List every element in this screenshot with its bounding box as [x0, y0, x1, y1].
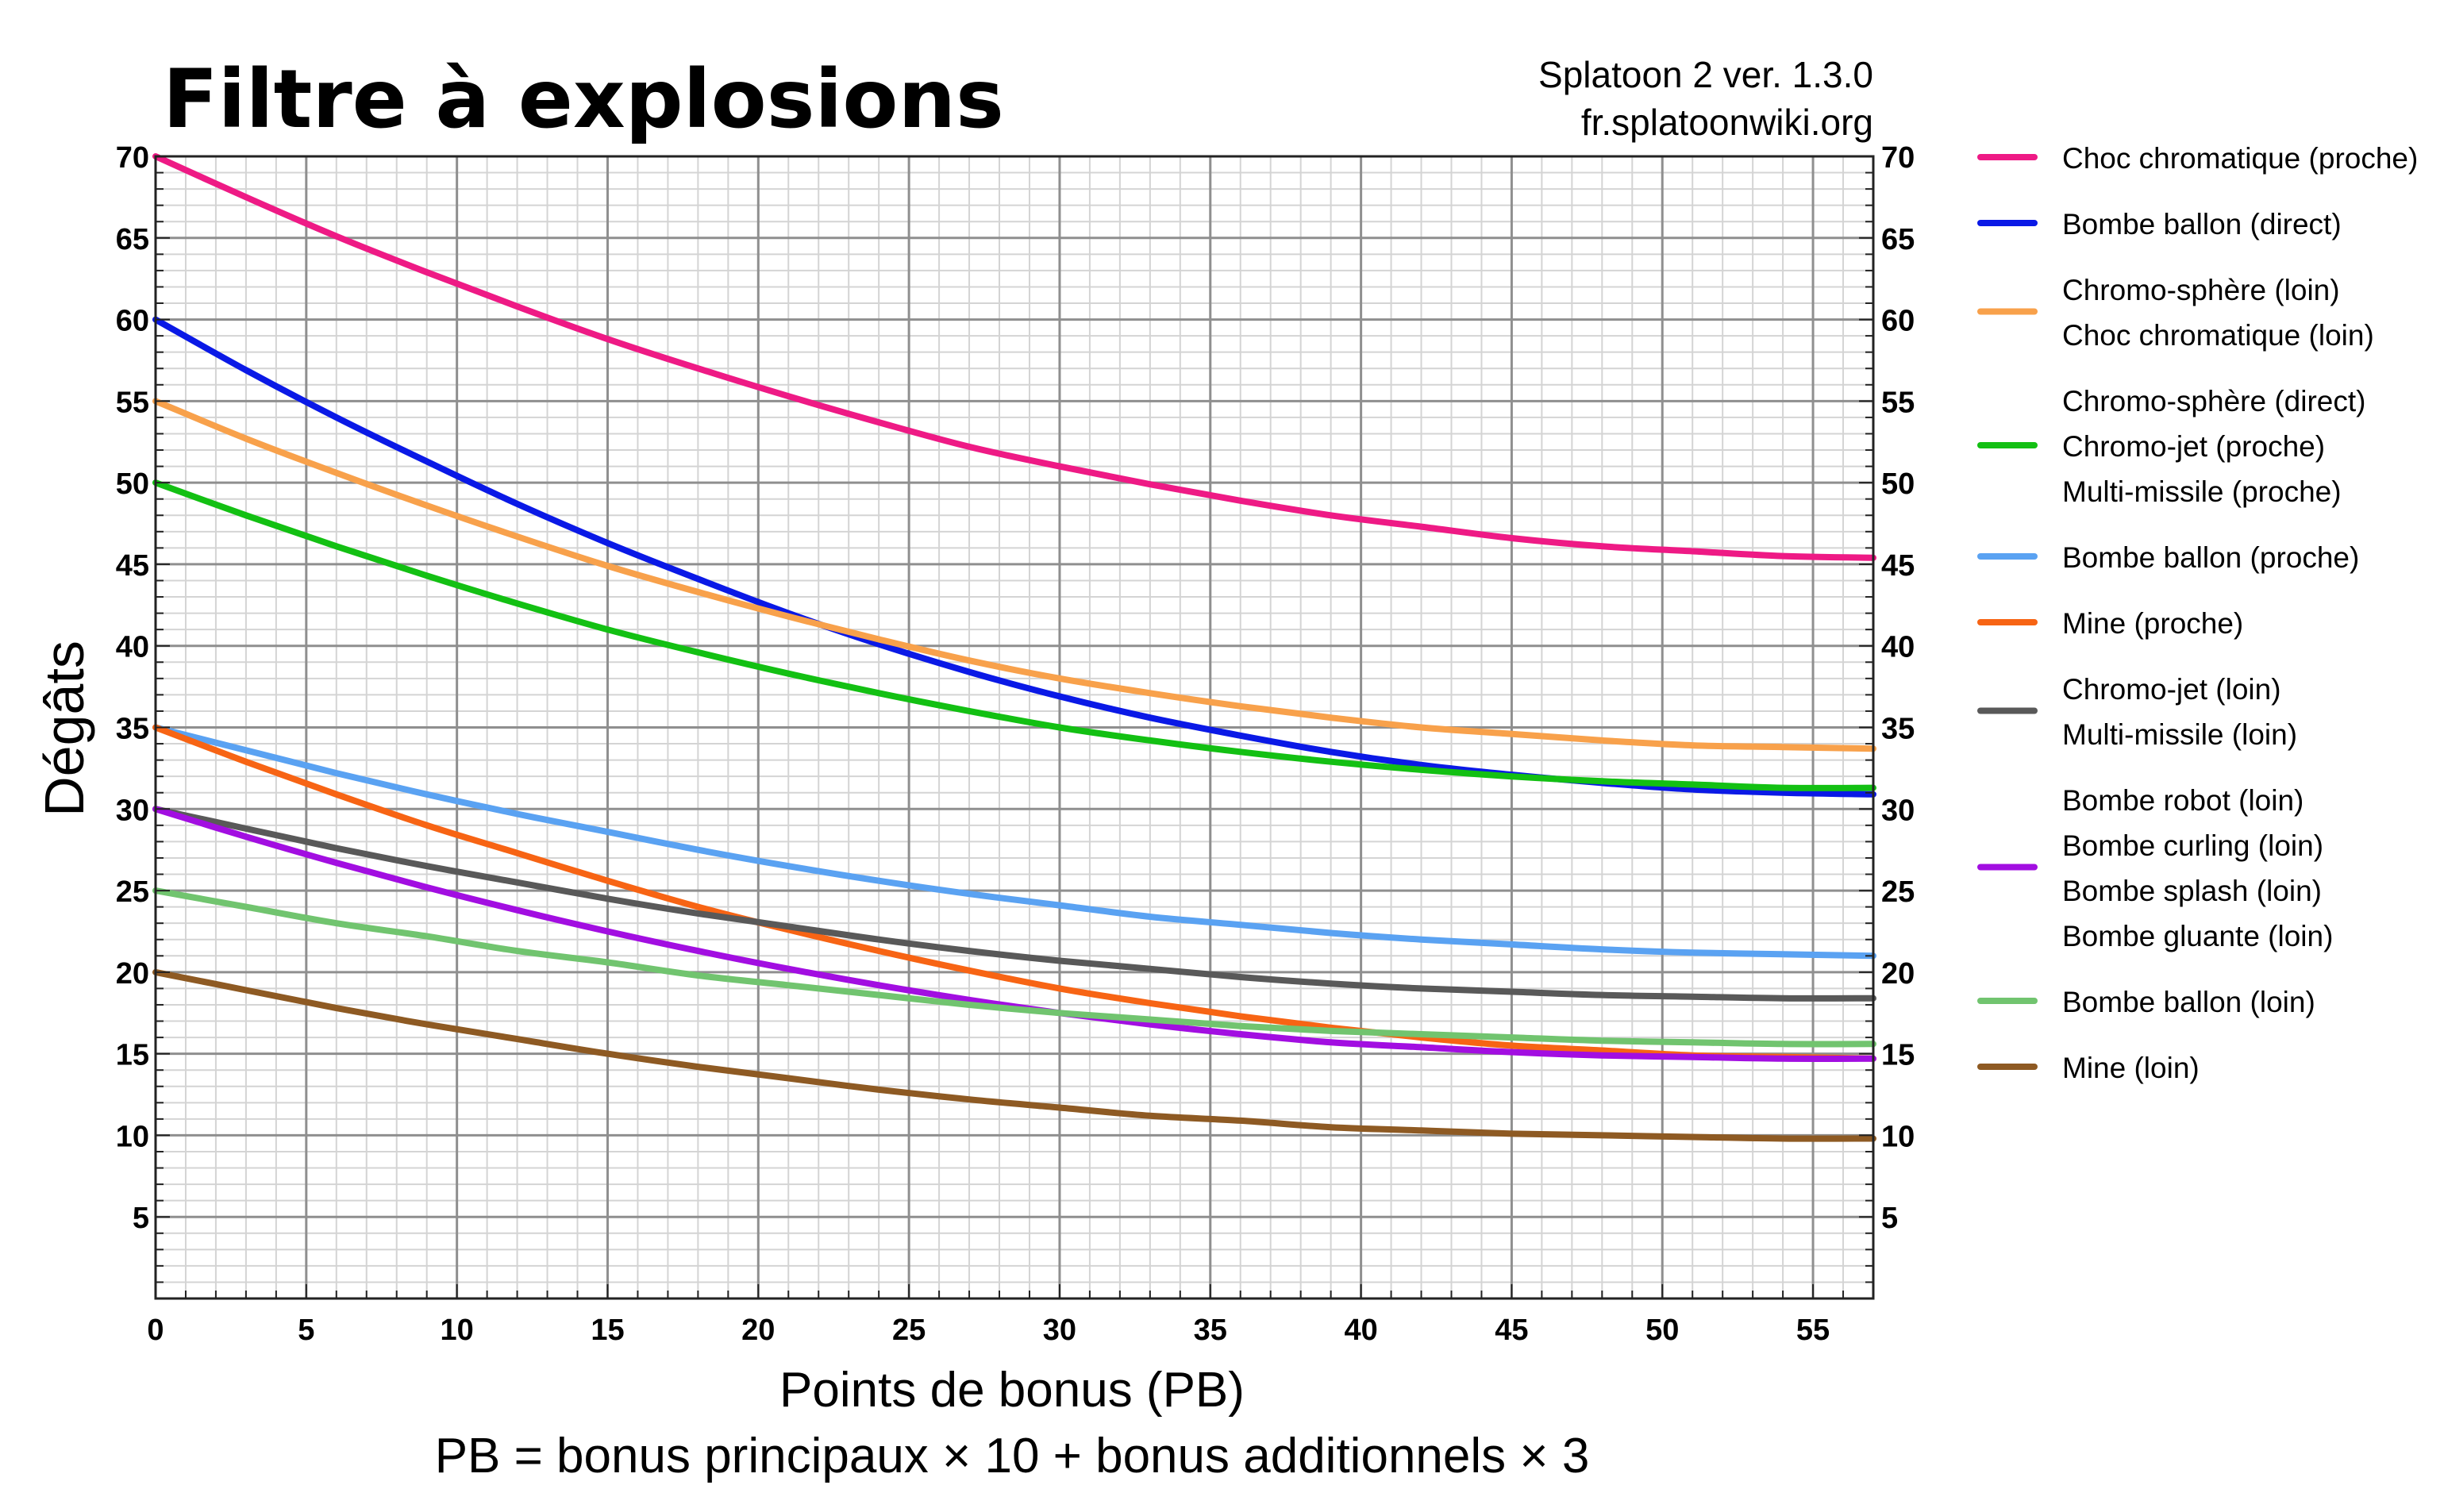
- y-tick-label-right: 25: [1881, 875, 1915, 909]
- y-tick-label-right: 15: [1881, 1039, 1915, 1072]
- legend-label: Chromo-jet (loin): [2062, 673, 2281, 706]
- legend-label: Bombe ballon (proche): [2062, 541, 2359, 574]
- chart-title: Filtre à explosions: [163, 52, 1004, 147]
- y-tick-label-right: 35: [1881, 713, 1915, 746]
- y-tick-label-left: 60: [116, 305, 149, 338]
- y-tick-label-right: 40: [1881, 631, 1915, 664]
- y-tick-label-left: 55: [116, 386, 149, 419]
- legend-label: Mine (loin): [2062, 1052, 2200, 1084]
- y-tick-label-left: 40: [116, 631, 149, 664]
- x-tick-label: 30: [1043, 1314, 1076, 1347]
- y-tick-label-left: 5: [133, 1202, 149, 1235]
- y-tick-label-right: 65: [1881, 223, 1915, 256]
- legend-label: Bombe splash (loin): [2062, 875, 2322, 907]
- series-line: [152, 398, 1876, 752]
- source-line-site: fr.splatoonwiki.org: [1581, 102, 1873, 143]
- series-line: [152, 887, 1876, 1048]
- x-tick-label: 55: [1796, 1314, 1830, 1347]
- x-axis-label: Points de bonus (PB): [779, 1363, 1245, 1418]
- y-tick-label-right: 5: [1881, 1202, 1898, 1235]
- x-tick-label: 0: [147, 1314, 164, 1347]
- axis-ticks: [155, 156, 1874, 1299]
- y-tick-label-right: 70: [1881, 141, 1915, 175]
- x-tick-label: 45: [1495, 1314, 1528, 1347]
- x-tick-label: 35: [1194, 1314, 1227, 1347]
- y-tick-label-left: 50: [116, 467, 149, 501]
- x-tick-label: 5: [298, 1314, 314, 1347]
- x-tick-label: 15: [591, 1314, 624, 1347]
- x-tick-label: 25: [892, 1314, 926, 1347]
- y-tick-label-left: 20: [116, 957, 149, 991]
- series-line: [152, 968, 1876, 1142]
- legend-label: Bombe robot (loin): [2062, 784, 2304, 817]
- y-tick-label-right: 30: [1881, 794, 1915, 827]
- y-tick-label-left: 35: [116, 713, 149, 746]
- y-tick-label-left: 45: [116, 549, 149, 583]
- series-line: [152, 153, 1876, 561]
- legend-label: Bombe gluante (loin): [2062, 920, 2333, 952]
- y-tick-label-right: 45: [1881, 549, 1915, 583]
- legend-label: Choc chromatique (proche): [2062, 142, 2418, 175]
- y-tick-label-left: 65: [116, 223, 149, 256]
- series-line: [152, 724, 1876, 960]
- legend-label: Multi-missile (proche): [2062, 475, 2342, 508]
- y-tick-label-right: 50: [1881, 467, 1915, 501]
- y-tick-label-right: 55: [1881, 386, 1915, 419]
- grid: [154, 155, 1874, 1298]
- series-line: [152, 806, 1876, 1002]
- x-tick-label: 10: [441, 1314, 474, 1347]
- legend-label: Bombe ballon (direct): [2062, 208, 2342, 240]
- y-tick-label-right: 20: [1881, 957, 1915, 991]
- legend-label: Mine (proche): [2062, 607, 2243, 640]
- x-axis-note: PB = bonus principaux × 10 + bonus addit…: [435, 1429, 1590, 1483]
- legend-label: Multi-missile (loin): [2062, 718, 2297, 751]
- series-lines: [152, 153, 1876, 1142]
- x-tick-label: 50: [1645, 1314, 1679, 1347]
- x-tick-label: 40: [1344, 1314, 1377, 1347]
- x-tick-label: 20: [741, 1314, 775, 1347]
- series-line: [152, 316, 1876, 798]
- y-tick-label-left: 70: [116, 141, 149, 175]
- y-tick-label-left: 15: [116, 1039, 149, 1072]
- legend-label: Chromo-jet (proche): [2062, 430, 2325, 463]
- legend-label: Bombe ballon (loin): [2062, 986, 2315, 1018]
- source-line-version: Splatoon 2 ver. 1.3.0: [1538, 54, 1873, 95]
- series-line: [152, 479, 1876, 791]
- legend-label: Choc chromatique (loin): [2062, 319, 2374, 352]
- y-axis-label: Dégâts: [33, 641, 95, 817]
- y-tick-label-left: 30: [116, 794, 149, 827]
- legend-label: Chromo-sphère (direct): [2062, 385, 2365, 417]
- y-tick-label-right: 60: [1881, 305, 1915, 338]
- legend: Choc chromatique (proche) Bombe ballon (d…: [1977, 142, 2418, 1084]
- y-tick-label-left: 25: [116, 875, 149, 909]
- y-tick-label-right: 10: [1881, 1120, 1915, 1153]
- legend-label: Bombe curling (loin): [2062, 829, 2323, 862]
- y-tick-label-left: 10: [116, 1120, 149, 1153]
- series-line: [152, 724, 1876, 1062]
- legend-label: Chromo-sphère (loin): [2062, 274, 2340, 306]
